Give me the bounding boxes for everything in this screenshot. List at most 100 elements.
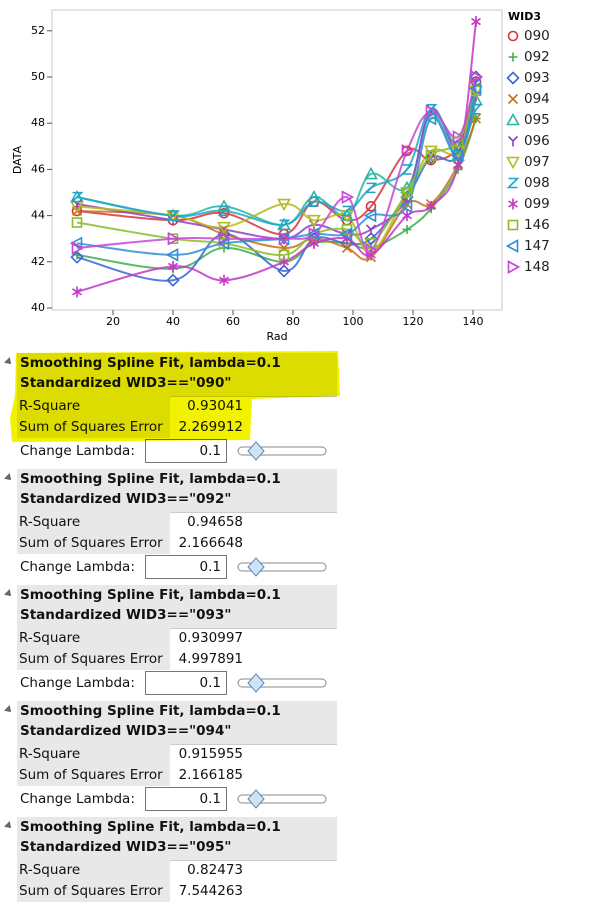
- stat-label: Sum of Squares Error: [17, 417, 170, 438]
- lambda-slider[interactable]: [237, 555, 329, 579]
- stat-label: R-Square: [17, 744, 170, 765]
- report-header: Smoothing Spline Fit, lambda=0.1 Standard…: [17, 469, 337, 513]
- legend-label: 099: [524, 196, 550, 212]
- slider-thumb: [247, 673, 265, 693]
- legend-title: WID3: [508, 10, 541, 23]
- data-point: [168, 260, 178, 272]
- legend-marker: [507, 260, 521, 274]
- data-point: [166, 210, 180, 221]
- report-block: Smoothing Spline Fit, lambda=0.1 Standard…: [0, 701, 604, 817]
- data-point: [453, 159, 463, 171]
- lambda-slider[interactable]: [237, 787, 329, 811]
- legend-label: 147: [524, 238, 550, 254]
- stat-value: 2.166648: [178, 535, 243, 551]
- data-point: [216, 236, 230, 251]
- data-point: [71, 241, 85, 255]
- report-subtitle: Standardized WID3=="090": [20, 375, 232, 391]
- y-tick-label: 44: [31, 209, 45, 222]
- legend-marker: [506, 71, 520, 85]
- data-point: [307, 214, 321, 228]
- x-tick-label: 40: [166, 315, 180, 328]
- data-point: [218, 231, 232, 246]
- legend-marker: [507, 219, 519, 231]
- stat-label: R-Square: [17, 628, 170, 649]
- stat-value: 0.915955: [178, 746, 243, 762]
- stat-label: R-Square: [17, 860, 170, 881]
- legend-marker: [506, 112, 520, 126]
- legend-marker: [507, 135, 519, 147]
- data-point: [402, 210, 412, 222]
- data-point: [217, 205, 231, 217]
- data-point: [363, 208, 377, 223]
- data-point: [72, 286, 82, 298]
- y-tick-label: 46: [31, 162, 45, 175]
- data-point: [401, 187, 413, 198]
- legend-marker: [506, 156, 520, 170]
- stat-label: Sum of Squares Error: [17, 533, 170, 554]
- legend-label: 146: [524, 217, 550, 233]
- y-tick-label: 48: [31, 116, 45, 129]
- data-point: [340, 205, 354, 217]
- disclosure-toggle[interactable]: [4, 473, 14, 483]
- data-point: [69, 236, 83, 251]
- lambda-input[interactable]: 0.1: [145, 439, 227, 463]
- data-point: [308, 227, 322, 241]
- report-header: Smoothing Spline Fit, lambda=0.1 Standard…: [17, 817, 337, 861]
- legend-marker: [507, 93, 519, 105]
- spline-fit: [76, 76, 477, 252]
- data-point: [366, 249, 376, 261]
- data-point: [402, 224, 412, 234]
- report-block: Smoothing Spline Fit, lambda=0.1 Standard…: [0, 469, 604, 585]
- report-subtitle: Standardized WID3=="094": [20, 723, 232, 739]
- report-title: Smoothing Spline Fit, lambda=0.1: [20, 471, 281, 487]
- x-tick-label: 120: [403, 315, 424, 328]
- report-subtitle: Standardized WID3=="092": [20, 491, 232, 507]
- disclosure-toggle[interactable]: [4, 589, 14, 599]
- legend-label: 096: [524, 133, 550, 149]
- data-point: [341, 190, 355, 204]
- legend-marker: [508, 52, 518, 62]
- data-point: [70, 191, 84, 203]
- y-tick-label: 50: [31, 70, 45, 83]
- data-point: [365, 243, 379, 258]
- stat-label: R-Square: [17, 396, 170, 417]
- data-point: [426, 200, 436, 212]
- disclosure-toggle[interactable]: [4, 705, 14, 715]
- data-point: [167, 231, 181, 246]
- data-point: [468, 81, 482, 96]
- data-point: [450, 148, 464, 163]
- report-title: Smoothing Spline Fit, lambda=0.1: [20, 587, 281, 603]
- stat-value: 0.93041: [187, 398, 243, 414]
- report-header: Smoothing Spline Fit, lambda=0.1 Standard…: [17, 353, 337, 397]
- legend-marker: [505, 239, 519, 253]
- report-header: Smoothing Spline Fit, lambda=0.1 Standard…: [17, 585, 337, 629]
- data-point: [278, 231, 292, 246]
- lambda-slider[interactable]: [237, 671, 329, 695]
- lambda-input[interactable]: 0.1: [145, 787, 227, 811]
- stat-label: Sum of Squares Error: [17, 765, 170, 786]
- x-tick-label: 140: [463, 315, 484, 328]
- data-point: [70, 250, 84, 264]
- y-tick-label: 42: [31, 255, 45, 268]
- data-point: [277, 219, 291, 231]
- data-point: [399, 199, 413, 214]
- data-point: [71, 217, 83, 228]
- report-block: Smoothing Spline Fit, lambda=0.1 Standard…: [0, 817, 604, 905]
- data-point: [218, 207, 230, 219]
- stat-value: 2.166185: [178, 767, 243, 783]
- stat-value: 4.997891: [178, 651, 243, 667]
- lambda-slider[interactable]: [237, 439, 329, 463]
- disclosure-toggle[interactable]: [4, 357, 14, 367]
- lambda-input[interactable]: 0.1: [145, 671, 227, 695]
- disclosure-toggle[interactable]: [4, 821, 14, 831]
- data-point: [425, 150, 437, 161]
- y-axis-label: DATA: [11, 145, 24, 174]
- data-point: [365, 201, 377, 212]
- data-point: [341, 242, 353, 254]
- report-subtitle: Standardized WID3=="093": [20, 607, 232, 623]
- data-point: [365, 224, 377, 235]
- lambda-input[interactable]: 0.1: [145, 555, 227, 579]
- data-point: [470, 113, 482, 124]
- legend-marker: [508, 198, 518, 210]
- legend-label: 148: [524, 259, 550, 275]
